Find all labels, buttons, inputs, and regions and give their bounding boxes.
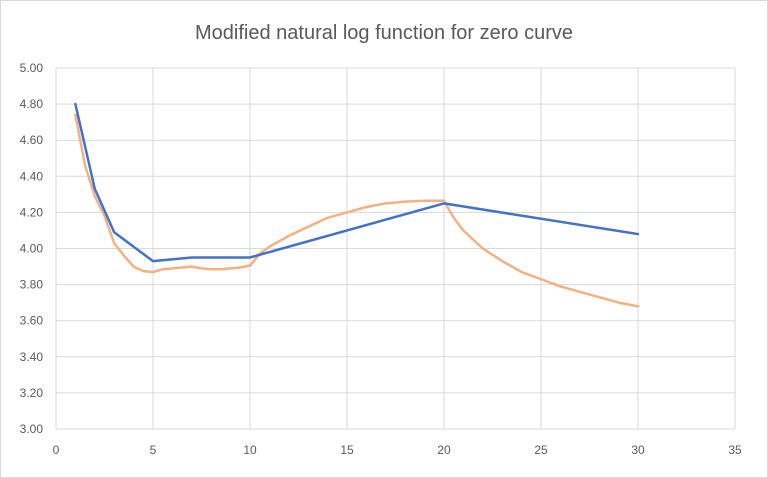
x-tick-label: 30 (631, 443, 645, 457)
gridlines (55, 67, 736, 430)
x-tick-label: 0 (53, 443, 60, 457)
x-tick-label: 35 (728, 443, 742, 457)
y-tick-label: 3.40 (20, 350, 44, 364)
series-group (74, 102, 640, 308)
y-tick-label: 3.00 (20, 422, 44, 436)
x-tick-label: 5 (150, 443, 157, 457)
x-axis-ticks: 0 5 10 15 20 25 30 35 (53, 443, 742, 457)
y-tick-label: 3.60 (20, 314, 44, 328)
x-tick-label: 25 (534, 443, 548, 457)
y-tick-label: 4.20 (20, 205, 44, 219)
y-tick-label: 5.00 (20, 61, 44, 75)
y-tick-label: 4.00 (20, 242, 44, 256)
y-tick-label: 4.60 (20, 133, 44, 147)
y-axis-ticks: 3.00 3.20 3.40 3.60 3.80 4.00 4.20 4.40 4.60 4.80… (20, 61, 44, 436)
series-line-2 (74, 113, 640, 308)
series-line-1 (74, 102, 640, 263)
chart-title: Modified natural log function for zero c… (195, 22, 573, 44)
x-tick-label: 15 (340, 443, 354, 457)
y-tick-label: 4.80 (20, 97, 44, 111)
x-tick-label: 10 (243, 443, 257, 457)
x-tick-label: 20 (437, 443, 451, 457)
y-tick-label: 3.20 (20, 386, 44, 400)
y-tick-label: 4.40 (20, 169, 44, 183)
y-tick-label: 3.80 (20, 278, 44, 292)
